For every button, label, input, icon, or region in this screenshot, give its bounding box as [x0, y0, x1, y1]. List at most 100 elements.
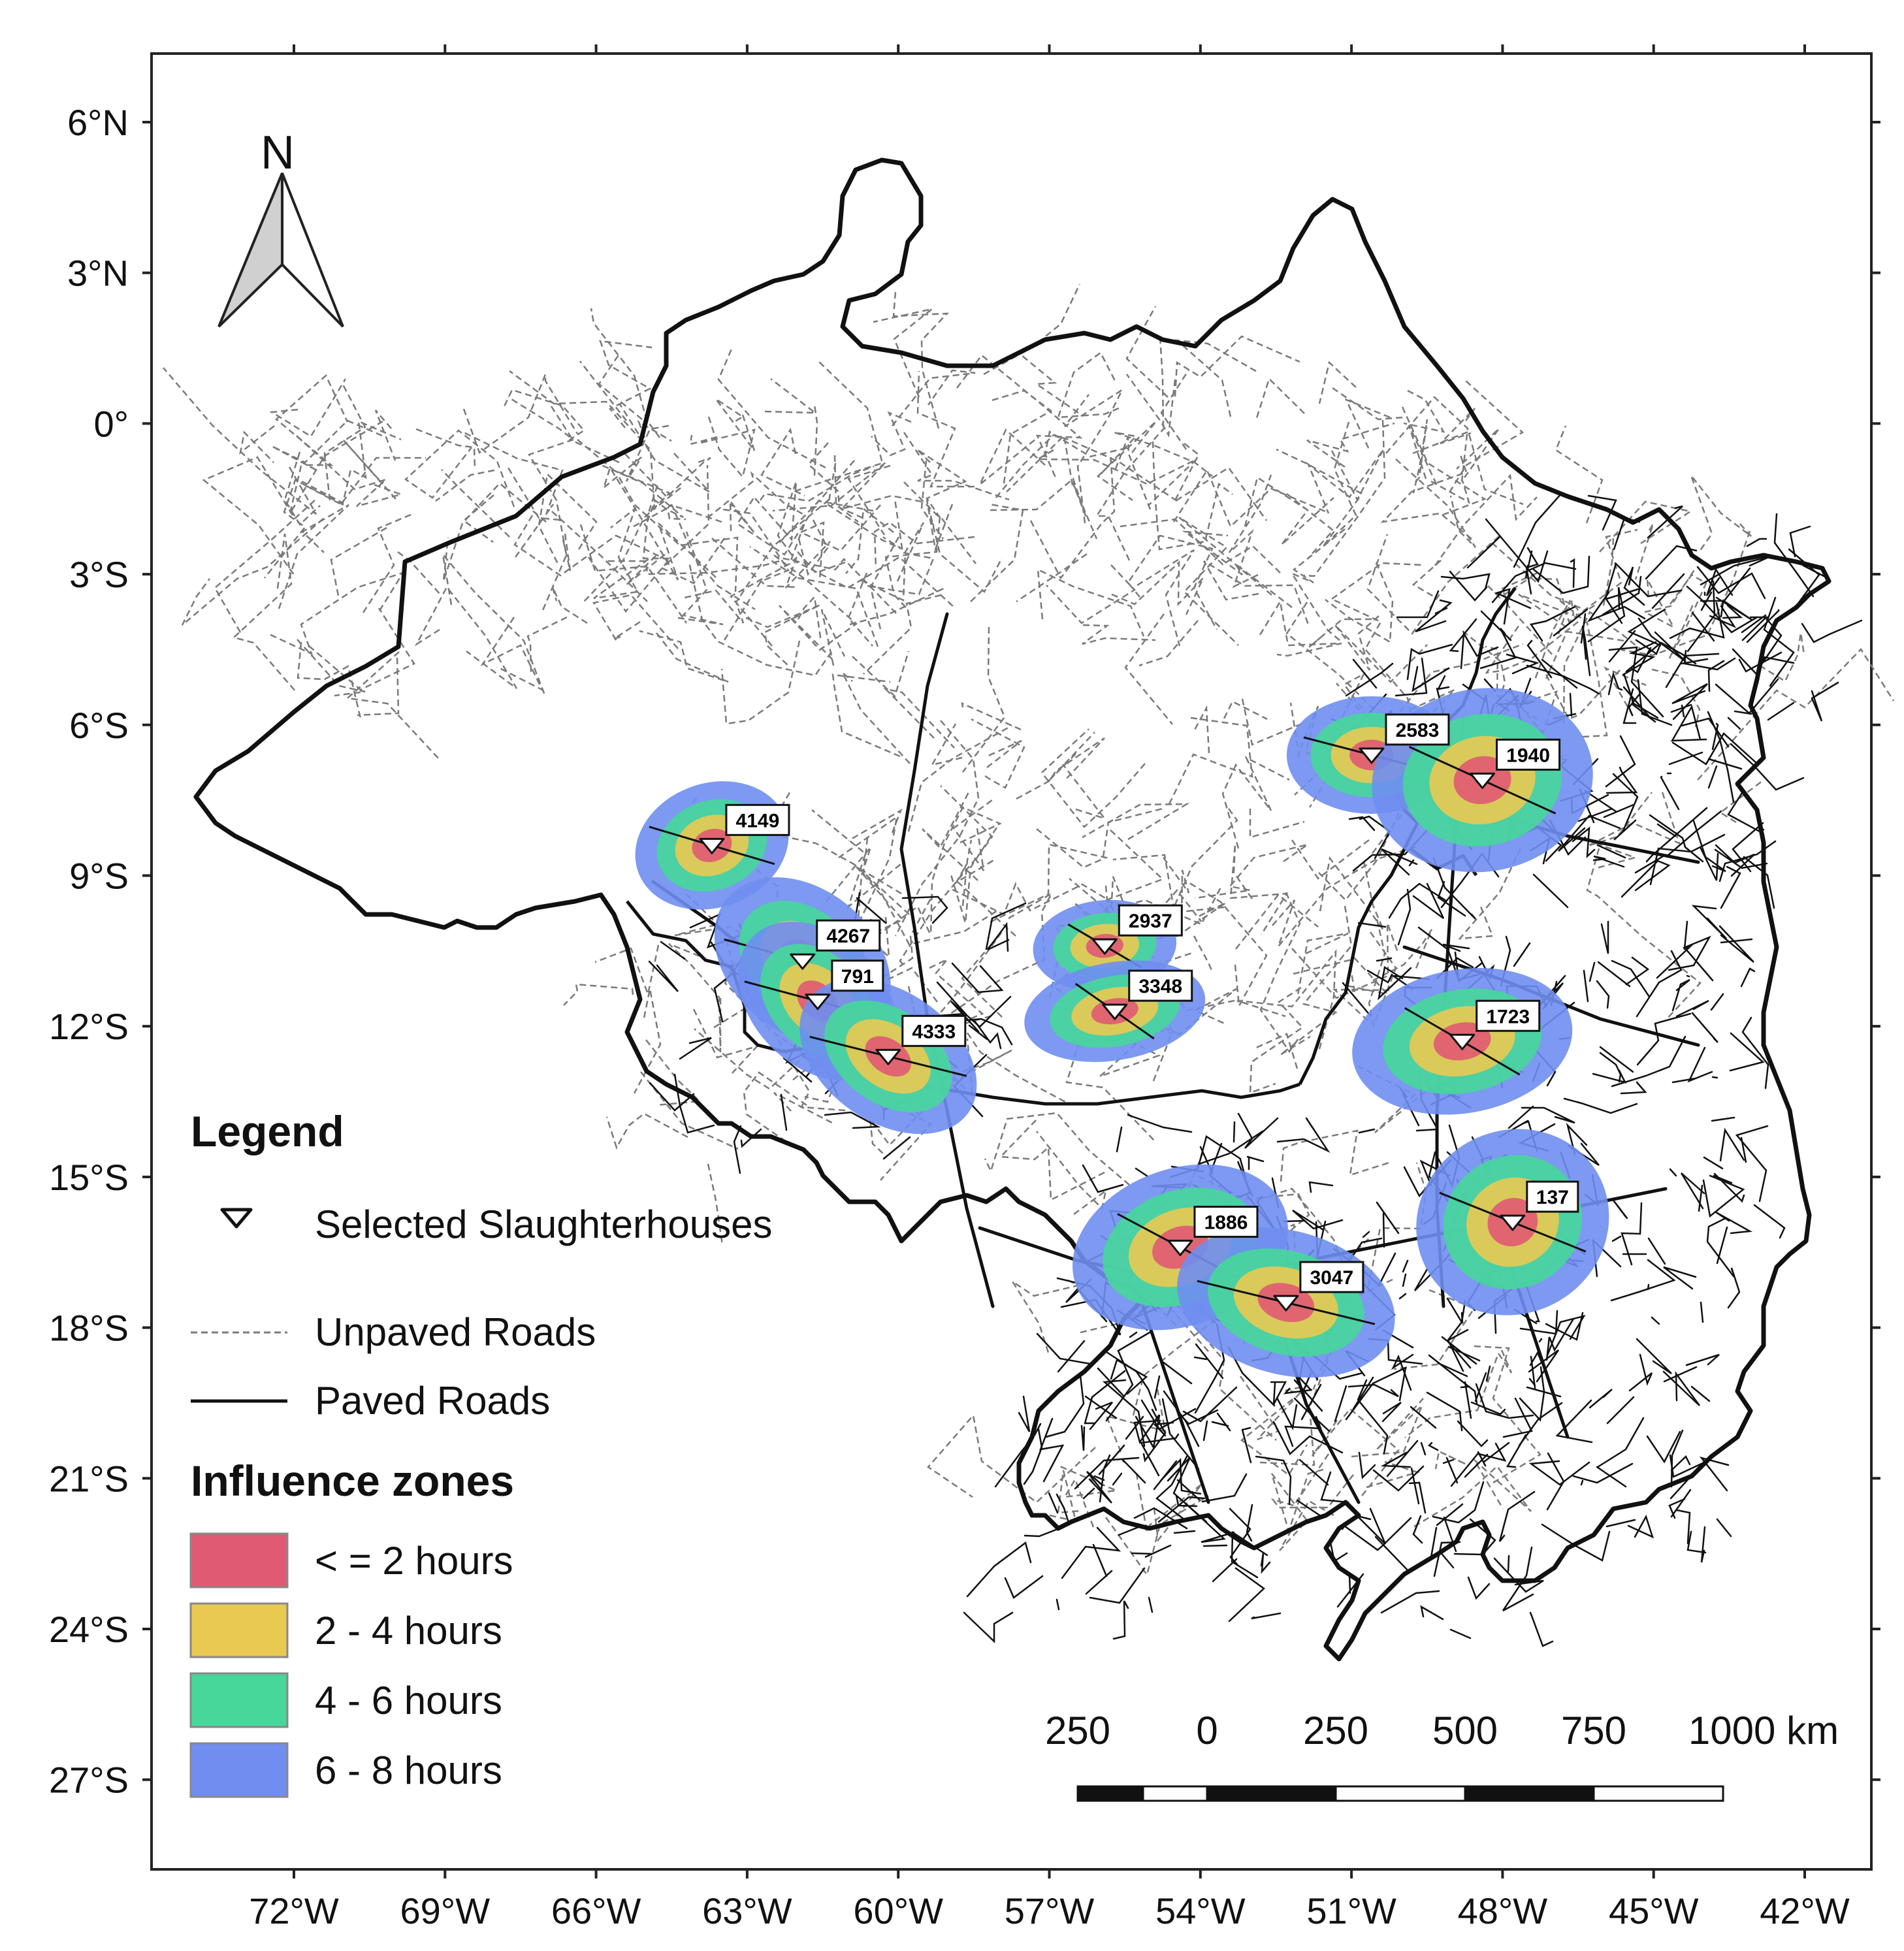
unpaved-road — [1259, 889, 1301, 1054]
unpaved-road — [414, 585, 518, 690]
unpaved-road — [1137, 889, 1227, 938]
slaughterhouse-marker — [1359, 747, 1385, 764]
slaughterhouse-marker — [1091, 938, 1118, 955]
paved-road — [1741, 614, 1767, 634]
paved-road — [1681, 658, 1709, 665]
paved-road — [673, 1073, 715, 1134]
paved-road — [1577, 807, 1613, 822]
unpaved-road — [624, 453, 711, 498]
paved-road — [1336, 1573, 1364, 1608]
unpaved-road — [736, 497, 874, 556]
paved-road — [1623, 674, 1659, 719]
unpaved-road — [1380, 455, 1472, 540]
scale-bar-segment — [1592, 1785, 1724, 1802]
paved-road — [1572, 826, 1596, 859]
paved-road — [1700, 1301, 1704, 1323]
paved-road — [1589, 961, 1596, 982]
unpaved-road — [163, 367, 317, 515]
paved-road — [1140, 1399, 1197, 1430]
unpaved-road — [1434, 474, 1538, 566]
paved-road — [1740, 1137, 1747, 1163]
lon-tick-label: 63°W — [702, 1890, 792, 1931]
unpaved-road — [929, 806, 1003, 936]
paved-road — [1670, 704, 1707, 742]
unpaved-road — [1291, 839, 1370, 880]
slaughterhouse-label: 1723 — [1486, 1006, 1530, 1027]
paved-road — [1133, 1507, 1188, 1530]
scale-bar-label: 750 — [1561, 1709, 1626, 1752]
paved-road — [1521, 1106, 1575, 1124]
unpaved-road — [1385, 396, 1500, 482]
unpaved-road — [1651, 668, 1701, 728]
unpaved-road — [1408, 425, 1438, 485]
paved-road — [1362, 1231, 1370, 1238]
unpaved-road — [1236, 949, 1337, 1050]
paved-road — [1613, 819, 1637, 841]
paved-road — [1378, 965, 1412, 1001]
unpaved-road — [1235, 894, 1319, 950]
slaughterhouse-label-box — [1385, 713, 1450, 746]
paved-road — [1056, 1598, 1060, 1611]
unpaved-road — [1102, 807, 1163, 858]
paved-road — [1611, 1235, 1622, 1242]
paved-road — [1255, 1455, 1292, 1506]
paved-road — [1583, 969, 1589, 1003]
paved-road — [1692, 820, 1726, 873]
unpaved-road — [587, 483, 672, 613]
paved-road — [1675, 1509, 1691, 1545]
scale-bar-label: 1000 km — [1688, 1709, 1839, 1752]
unpaved-road — [1272, 845, 1417, 947]
paved-road — [1647, 505, 1683, 539]
zone-legend-swatch — [189, 1742, 289, 1798]
unpaved-road — [1458, 848, 1522, 940]
unpaved-road — [1228, 474, 1272, 589]
paved-road — [1491, 562, 1577, 604]
unpaved-road — [933, 932, 1003, 1021]
paved-road — [1420, 1442, 1427, 1456]
paved-road — [1493, 1557, 1544, 1593]
paved-road — [1638, 617, 1686, 663]
paved-road — [1526, 639, 1553, 679]
paved-road — [1089, 1567, 1146, 1604]
unpaved-road — [1152, 441, 1233, 551]
unpaved-road — [1029, 453, 1116, 580]
paved-road — [1408, 859, 1415, 867]
unpaved-road — [296, 435, 404, 508]
unpaved-road — [1095, 428, 1165, 561]
lon-tick-label: 45°W — [1609, 1890, 1699, 1931]
paved-road — [1706, 1217, 1735, 1278]
paved-road — [1048, 1492, 1059, 1514]
unpaved-road — [463, 431, 564, 558]
paved-road — [1380, 1451, 1412, 1468]
unpaved-road — [297, 641, 363, 722]
paved-road — [1670, 1489, 1692, 1518]
paved-road — [1057, 1340, 1086, 1373]
unpaved-road — [715, 398, 756, 451]
unpaved-road — [717, 347, 826, 469]
paved-road — [1246, 1155, 1265, 1163]
unpaved-road — [1137, 549, 1195, 647]
paved-road — [1485, 1365, 1491, 1382]
slaughterhouse-label-box — [901, 1014, 967, 1047]
unpaved-road — [1334, 599, 1419, 745]
paved-road — [1376, 1201, 1400, 1234]
zone-legend-label: 6 - 8 hours — [315, 1749, 502, 1792]
paved-road — [1634, 855, 1664, 874]
paved-road — [1430, 1526, 1455, 1569]
paved-road — [1740, 967, 1756, 988]
paved-road — [1622, 686, 1650, 717]
paved-road — [1528, 1460, 1590, 1486]
paved-road — [1581, 625, 1591, 677]
paved-road — [1671, 1077, 1697, 1084]
unpaved-road — [1241, 698, 1302, 746]
slaughterhouse-marker — [1470, 772, 1496, 789]
unpaved-road — [681, 499, 830, 624]
paved-road — [1299, 1459, 1329, 1486]
paved-road — [1251, 1612, 1282, 1620]
paved-road — [1720, 938, 1753, 944]
paved-road — [1155, 1455, 1188, 1521]
legend-title: Legend — [191, 1107, 344, 1155]
paved-road — [1707, 758, 1743, 770]
unpaved-road — [1202, 560, 1310, 627]
paved-road — [1529, 1611, 1554, 1647]
